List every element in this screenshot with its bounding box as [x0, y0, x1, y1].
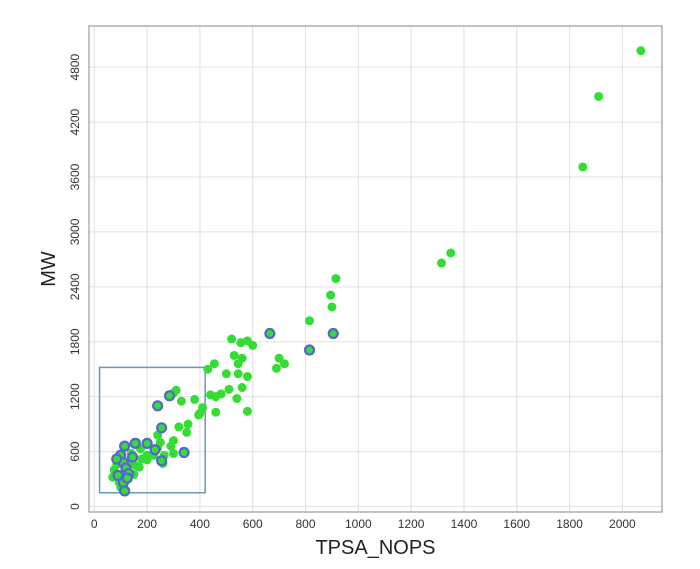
- data-point: [211, 407, 221, 417]
- data-point: [636, 46, 646, 56]
- data-point: [446, 248, 456, 258]
- data-point: [233, 369, 243, 379]
- highlighted-data-point: [156, 455, 168, 467]
- highlighted-data-point: [163, 390, 176, 402]
- highlighted-data-point: [152, 400, 164, 412]
- grid-lines: [89, 26, 662, 512]
- highlighted-data-point: [156, 422, 168, 434]
- data-point: [229, 350, 239, 360]
- y-tick-label: 0: [68, 503, 82, 510]
- y-tick-label: 4200: [68, 108, 82, 135]
- data-point: [142, 455, 152, 465]
- data-point: [279, 359, 289, 369]
- x-axis-title: TPSA_NOPS: [315, 537, 435, 559]
- data-point: [242, 372, 252, 382]
- y-tick-label: 3600: [68, 163, 82, 190]
- data-point: [205, 390, 215, 400]
- x-tick-label: 600: [243, 517, 263, 531]
- highlighted-data-point: [129, 437, 141, 449]
- data-point: [176, 396, 186, 406]
- data-point: [437, 258, 447, 268]
- data-point: [174, 422, 184, 432]
- x-tick-label: 1800: [556, 517, 583, 531]
- data-point: [130, 460, 140, 470]
- x-tick-label: 1000: [345, 517, 372, 531]
- highlighted-data-point: [119, 440, 131, 452]
- data-point: [331, 274, 341, 284]
- y-tick-label: 2400: [68, 273, 82, 300]
- data-point: [578, 162, 588, 172]
- x-tick-label: 800: [296, 517, 316, 531]
- plot-frame: [88, 25, 663, 513]
- data-point: [168, 448, 178, 458]
- y-tick-label: 600: [68, 441, 82, 461]
- data-point: [232, 394, 242, 404]
- data-point: [190, 394, 200, 404]
- highlighted-data-point: [149, 444, 161, 456]
- data-point: [227, 334, 237, 344]
- data-point: [224, 384, 234, 394]
- selection-box[interactable]: [98, 366, 206, 494]
- data-point: [233, 359, 243, 369]
- x-tick-label: 1200: [398, 517, 425, 531]
- data-point: [271, 363, 281, 373]
- tick-labels: 0 200 400 600 800 1000 1200 1400 1600 1800 2000 0 60…: [68, 54, 636, 531]
- x-tick-label: 2000: [609, 517, 636, 531]
- data-point: [183, 419, 193, 429]
- data-point: [166, 441, 176, 451]
- data-point: [594, 91, 604, 101]
- highlighted-data-point: [126, 451, 139, 463]
- highlighted-data-point: [178, 446, 190, 459]
- data-point: [236, 338, 246, 348]
- highlighted-data-point: [303, 344, 316, 356]
- x-tick-label: 400: [190, 517, 210, 531]
- data-point: [209, 359, 219, 369]
- highlighted-data-point: [121, 472, 133, 484]
- data-point: [242, 406, 252, 416]
- data-point: [221, 369, 231, 379]
- x-tick-label: 1600: [503, 517, 530, 531]
- highlighted-data-point: [119, 485, 131, 497]
- data-point: [203, 364, 213, 374]
- data-point: [182, 427, 192, 437]
- x-tick-label: 0: [91, 517, 98, 531]
- data-point: [195, 408, 205, 418]
- y-tick-label: 3000: [68, 218, 82, 245]
- y-tick-label: 4800: [68, 54, 82, 81]
- data-points: [108, 46, 646, 497]
- y-tick-label: 1800: [68, 328, 82, 355]
- data-point: [326, 290, 336, 300]
- data-point: [304, 316, 314, 326]
- data-point: [237, 383, 247, 393]
- y-tick-label: 1200: [68, 383, 82, 410]
- highlighted-data-point: [111, 453, 123, 465]
- y-axis-title: MW: [38, 251, 60, 287]
- data-point: [327, 302, 337, 312]
- x-tick-label: 200: [137, 517, 157, 531]
- x-tick-label: 1400: [451, 517, 478, 531]
- highlighted-data-point: [264, 327, 276, 340]
- highlighted-data-point: [141, 437, 153, 449]
- highlighted-data-point: [327, 327, 339, 340]
